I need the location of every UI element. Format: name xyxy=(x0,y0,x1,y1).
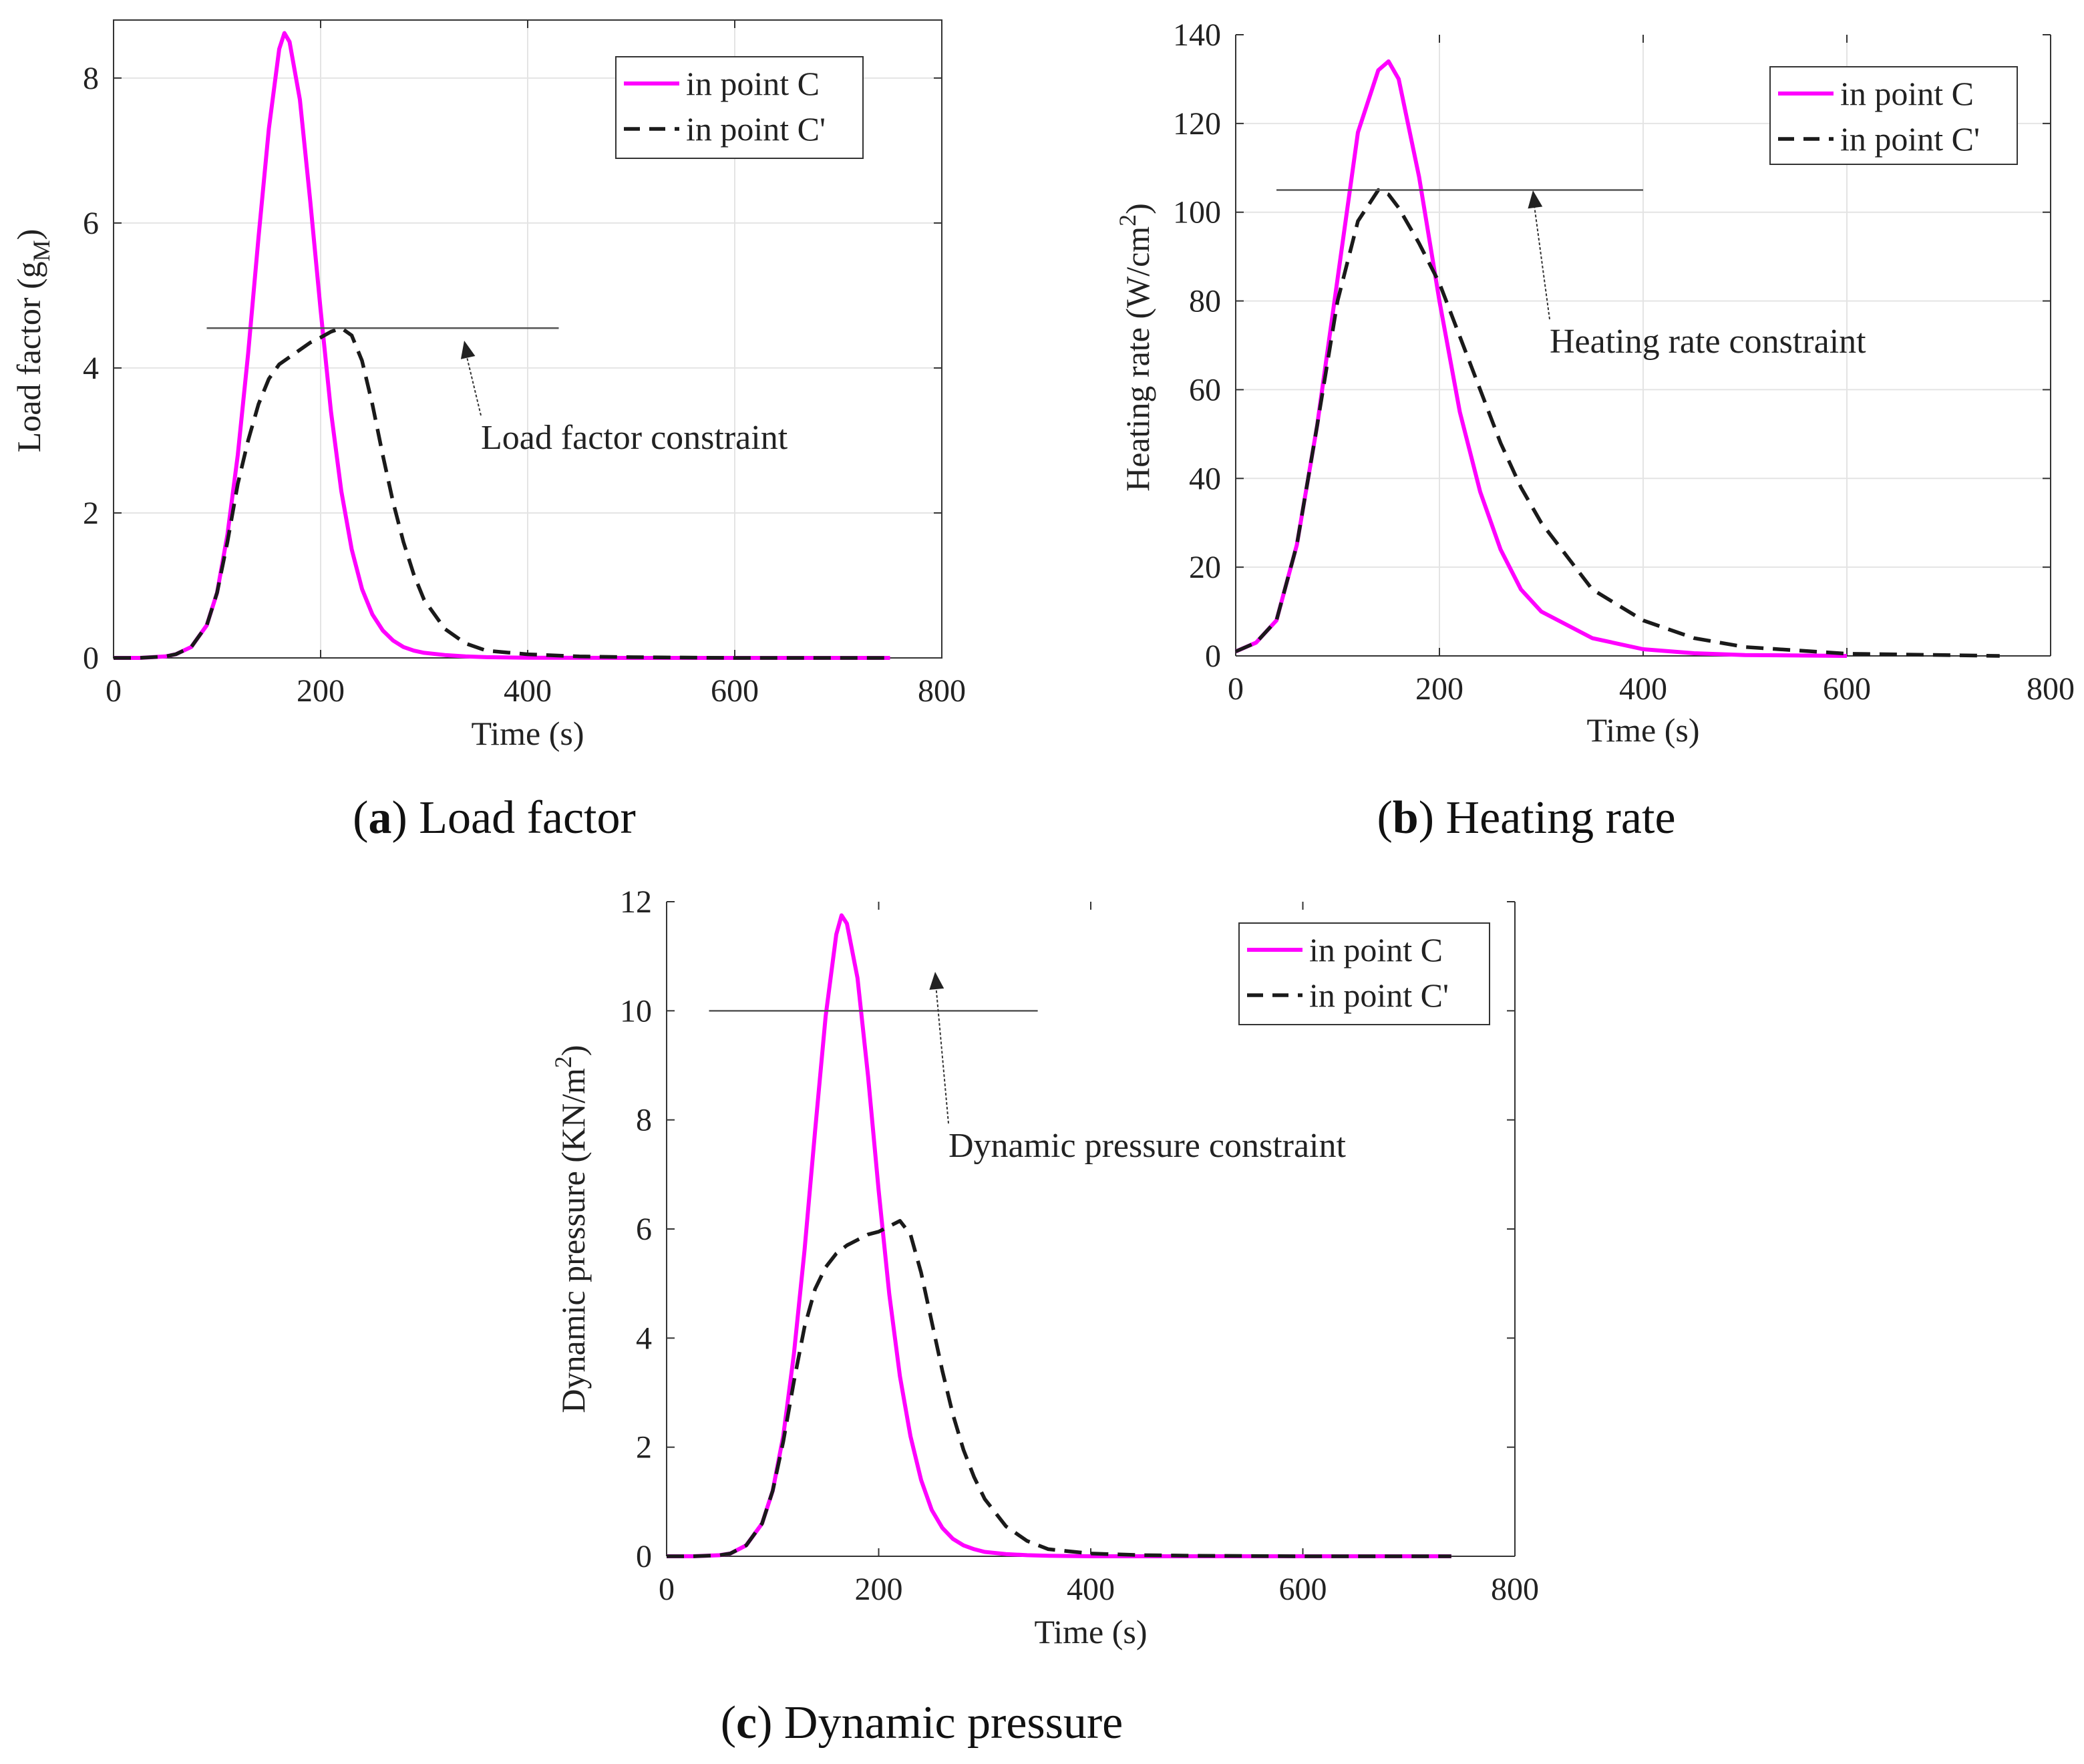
panel-heating-rate: 0 200 400 600 800 0 20 40 60 80 100 120 140 Time (s) H… xyxy=(1042,0,2084,868)
chart-dynamic-pressure: 0 200 400 600 800 0 2 4 6 8 10 12 Time (s) Dynamic pr… xyxy=(550,884,1539,1650)
legend-label-point-c: in point C xyxy=(686,65,820,102)
x-tick-label: 600 xyxy=(1279,1572,1327,1607)
annotation-label: Dynamic pressure constraint xyxy=(948,1127,1346,1165)
y-tick-label: 6 xyxy=(83,206,99,241)
y-axis-label: Dynamic pressure (KN/m2) xyxy=(550,1045,592,1413)
y-tick-label: 2 xyxy=(83,496,99,531)
y-tick-label: 40 xyxy=(1189,461,1221,496)
legend-label-point-c: in point C xyxy=(1840,75,1974,112)
x-tick-label: 800 xyxy=(2027,671,2075,707)
caption-heating-rate: (b) Heating rate xyxy=(1377,792,1676,844)
y-axis-label-main: Load factor (g xyxy=(10,261,47,452)
x-tick-label: 800 xyxy=(918,673,966,709)
y-tick-label: 100 xyxy=(1173,195,1221,230)
caption-text: Dynamic pressure xyxy=(784,1697,1123,1749)
y-tick-label: 120 xyxy=(1173,106,1221,142)
y-axis-label-end: ) xyxy=(10,229,47,240)
y-tick-label: 140 xyxy=(1173,17,1221,53)
legend-label-point-c: in point C xyxy=(1309,931,1443,968)
y-axis-label: Load factor (gM) xyxy=(10,229,55,453)
y-tick-label: 8 xyxy=(83,61,99,96)
legend-label-point-c-prime: in point C' xyxy=(1309,977,1449,1014)
y-tick-label: 12 xyxy=(620,884,652,920)
y-tick-label: 0 xyxy=(636,1539,652,1574)
x-tick-label: 600 xyxy=(1823,671,1871,707)
x-tick-label: 0 xyxy=(659,1572,675,1607)
panel-dynamic-pressure: 0 200 400 600 800 0 2 4 6 8 10 12 Time (s) Dynamic pr… xyxy=(521,868,1563,1764)
annotation-label: Load factor constraint xyxy=(481,419,788,457)
y-tick-label: 2 xyxy=(636,1430,652,1465)
y-tick-label: 60 xyxy=(1189,372,1221,407)
caption-letter: b xyxy=(1392,792,1419,844)
x-tick-label: 400 xyxy=(1067,1572,1115,1607)
x-tick-label: 400 xyxy=(504,673,552,709)
y-tick-label: 20 xyxy=(1189,550,1221,585)
annotation-arrow-head xyxy=(1528,190,1543,209)
series-line-point-c xyxy=(114,31,890,660)
annotation-arrow-head xyxy=(929,972,944,990)
series-line-point-c xyxy=(667,913,1451,1558)
annotation-arrow-shaft xyxy=(464,345,482,416)
caption-letter: a xyxy=(368,792,392,844)
y-axis-label-main: Heating rate (W/cm xyxy=(1119,226,1156,492)
x-tick-label: 200 xyxy=(297,673,345,709)
y-tick-label: 4 xyxy=(83,351,99,386)
y-axis-label-sub: M xyxy=(28,240,55,261)
x-axis-label: Time (s) xyxy=(1586,711,1699,749)
caption-letter: c xyxy=(736,1697,757,1749)
legend-box xyxy=(615,56,864,159)
caption-text: Load factor xyxy=(419,792,636,844)
chart-heating-rate: 0 200 400 600 800 0 20 40 60 80 100 120 140 Time (s) H… xyxy=(1114,17,2075,749)
x-tick-label: 200 xyxy=(1415,671,1463,707)
legend-label-point-c-prime: in point C' xyxy=(1840,120,1980,158)
chart-load-factor: 0 200 400 600 800 0 2 4 6 8 Time (s) Load factor (g… xyxy=(10,19,966,752)
legend-box xyxy=(1769,66,2018,165)
annotation-arrow-shaft xyxy=(1532,195,1550,320)
annotation-arrow-shaft xyxy=(934,977,949,1124)
y-axis-label-end: ) xyxy=(554,1045,592,1056)
series-line-point-c-prime xyxy=(667,1219,1451,1558)
y-tick-label: 8 xyxy=(636,1103,652,1138)
x-tick-label: 0 xyxy=(1228,671,1244,707)
y-axis-label-end: ) xyxy=(1119,203,1156,214)
series-line-point-c-prime xyxy=(1234,188,2000,658)
y-tick-label: 6 xyxy=(636,1212,652,1247)
y-tick-label: 10 xyxy=(620,993,652,1029)
legend-label-point-c-prime: in point C' xyxy=(686,110,826,148)
panel-load-factor: 0 200 400 600 800 0 2 4 6 8 Time (s) Load factor (g… xyxy=(0,0,1042,868)
y-tick-label: 0 xyxy=(83,641,99,676)
caption-text: Heating rate xyxy=(1445,792,1676,844)
y-axis-label: Heating rate (W/cm2) xyxy=(1114,203,1156,492)
legend-box xyxy=(1238,922,1490,1025)
x-tick-label: 400 xyxy=(1619,671,1667,707)
x-tick-label: 800 xyxy=(1491,1572,1539,1607)
annotation-arrow-head xyxy=(460,341,476,359)
y-tick-label: 0 xyxy=(1205,639,1221,674)
y-axis-label-main: Dynamic pressure (KN/m xyxy=(554,1068,592,1413)
annotation-label: Heating rate constraint xyxy=(1550,323,1866,361)
x-axis-label: Time (s) xyxy=(1034,1613,1147,1650)
x-tick-label: 200 xyxy=(855,1572,903,1607)
x-axis-label: Time (s) xyxy=(471,715,584,752)
x-tick-label: 0 xyxy=(106,673,122,709)
series-line-point-c-prime xyxy=(114,326,890,660)
x-tick-label: 600 xyxy=(711,673,759,709)
y-tick-label: 4 xyxy=(636,1320,652,1356)
y-axis-label-sup: 2 xyxy=(550,1056,576,1068)
caption-dynamic-pressure: (c) Dynamic pressure xyxy=(720,1697,1123,1749)
y-tick-label: 80 xyxy=(1189,284,1221,319)
caption-load-factor: (a) Load factor xyxy=(353,792,636,844)
y-axis-label-sup: 2 xyxy=(1114,214,1141,226)
